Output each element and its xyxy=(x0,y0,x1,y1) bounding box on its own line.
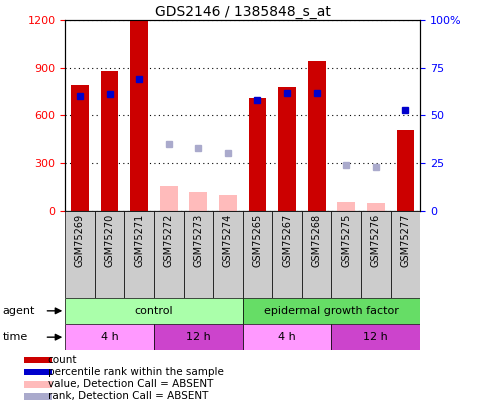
Bar xyxy=(242,298,420,324)
Bar xyxy=(213,211,242,298)
Bar xyxy=(367,202,384,211)
Text: percentile rank within the sample: percentile rank within the sample xyxy=(47,367,224,377)
Bar xyxy=(184,211,213,298)
Bar xyxy=(71,85,89,211)
Bar xyxy=(391,211,420,298)
Bar xyxy=(219,195,237,211)
Bar xyxy=(24,381,52,388)
Bar xyxy=(160,186,178,211)
Text: time: time xyxy=(2,332,28,342)
Text: rank, Detection Call = ABSENT: rank, Detection Call = ABSENT xyxy=(47,391,208,401)
Text: value, Detection Call = ABSENT: value, Detection Call = ABSENT xyxy=(47,379,213,389)
Text: control: control xyxy=(135,306,173,316)
Bar xyxy=(130,20,148,211)
Text: GSM75265: GSM75265 xyxy=(253,214,262,267)
Bar xyxy=(101,71,118,211)
Text: GSM75271: GSM75271 xyxy=(134,214,144,267)
Bar xyxy=(331,324,420,350)
Text: GSM75273: GSM75273 xyxy=(193,214,203,267)
Text: 12 h: 12 h xyxy=(186,332,211,342)
Bar xyxy=(397,130,414,211)
Title: GDS2146 / 1385848_s_at: GDS2146 / 1385848_s_at xyxy=(155,5,331,19)
Bar xyxy=(302,211,331,298)
Bar xyxy=(125,211,154,298)
Bar xyxy=(154,324,243,350)
Text: GSM75276: GSM75276 xyxy=(371,214,381,267)
Text: 4 h: 4 h xyxy=(101,332,118,342)
Bar xyxy=(154,211,184,298)
Bar xyxy=(65,211,95,298)
Text: GSM75270: GSM75270 xyxy=(105,214,114,267)
Text: GSM75275: GSM75275 xyxy=(341,214,351,267)
Bar xyxy=(249,98,267,211)
Text: GSM75267: GSM75267 xyxy=(282,214,292,267)
Bar xyxy=(242,211,272,298)
Bar xyxy=(331,211,361,298)
Text: GSM75274: GSM75274 xyxy=(223,214,233,267)
Bar xyxy=(242,324,331,350)
Bar xyxy=(272,211,302,298)
Text: GSM75268: GSM75268 xyxy=(312,214,322,267)
Text: GSM75272: GSM75272 xyxy=(164,214,174,267)
Text: 12 h: 12 h xyxy=(364,332,388,342)
Bar xyxy=(65,324,154,350)
Bar xyxy=(65,298,242,324)
Bar xyxy=(337,202,355,211)
Text: agent: agent xyxy=(2,306,35,316)
Bar xyxy=(24,357,52,363)
Text: GSM75277: GSM75277 xyxy=(400,214,411,267)
Bar xyxy=(189,192,207,211)
Bar xyxy=(278,87,296,211)
Bar xyxy=(308,62,326,211)
Bar xyxy=(361,211,391,298)
Text: 4 h: 4 h xyxy=(278,332,296,342)
Text: count: count xyxy=(47,355,77,365)
Bar xyxy=(24,369,52,375)
Bar xyxy=(95,211,125,298)
Text: GSM75269: GSM75269 xyxy=(75,214,85,267)
Bar xyxy=(24,393,52,399)
Text: epidermal growth factor: epidermal growth factor xyxy=(264,306,399,316)
